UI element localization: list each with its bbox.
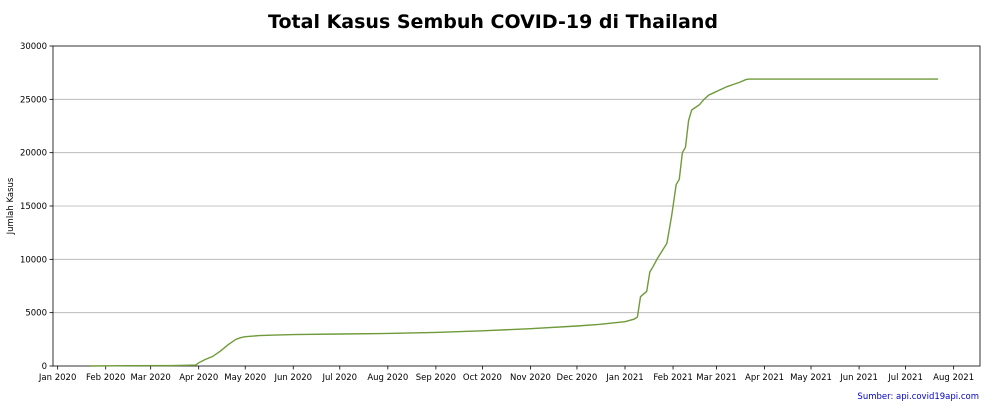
x-tick-label: Jan 2021: [605, 373, 643, 383]
series-line-recovered: [90, 78, 939, 367]
y-axis-label: Jumlah Kasus: [6, 177, 16, 235]
x-tick-label: May 2020: [224, 373, 266, 383]
x-tick-label: Nov 2020: [510, 373, 551, 383]
x-tick-label: Apr 2020: [179, 373, 218, 383]
x-tick-label: Jun 2021: [839, 373, 878, 383]
y-axis: 0 5000 10000 15000 20000 25000 30000: [20, 42, 53, 372]
x-tick-label: Jul 2020: [321, 373, 357, 383]
x-tick-label: Aug 2020: [367, 373, 408, 383]
x-tick-label: Feb 2021: [653, 373, 692, 383]
x-tick-label: Dec 2020: [557, 373, 598, 383]
y-tick-label: 30000: [20, 42, 47, 52]
y-tick-label: 0: [42, 362, 47, 372]
gridlines: [53, 98, 980, 314]
x-tick-label: Oct 2020: [463, 373, 502, 383]
x-tick-label: Aug 2021: [933, 373, 974, 383]
x-tick-label: Apr 2021: [745, 373, 784, 383]
y-tick-label: 5000: [25, 309, 47, 319]
x-tick-label: Mar 2020: [130, 373, 170, 383]
x-tick-label: Mar 2021: [696, 373, 736, 383]
x-tick-label: Jun 2020: [273, 373, 312, 383]
y-tick-label: 25000: [20, 95, 47, 105]
x-tick-label: May 2021: [790, 373, 832, 383]
chart-title: Total Kasus Sembuh COVID-19 di Thailand: [268, 11, 718, 33]
x-tick-label: Jul 2021: [887, 373, 923, 383]
y-tick-label: 15000: [20, 202, 47, 212]
source-note: Sumber: api.covid19api.com: [857, 392, 979, 402]
x-tick-label: Feb 2020: [86, 373, 125, 383]
x-tick-label: Sep 2020: [416, 373, 456, 383]
x-tick-label: Jan 2020: [38, 373, 76, 383]
x-axis: Jan 2020 Feb 2020 Mar 2020 Apr 2020 May 2020…: [38, 366, 974, 383]
y-tick-label: 20000: [20, 149, 47, 159]
y-tick-label: 10000: [20, 255, 47, 265]
